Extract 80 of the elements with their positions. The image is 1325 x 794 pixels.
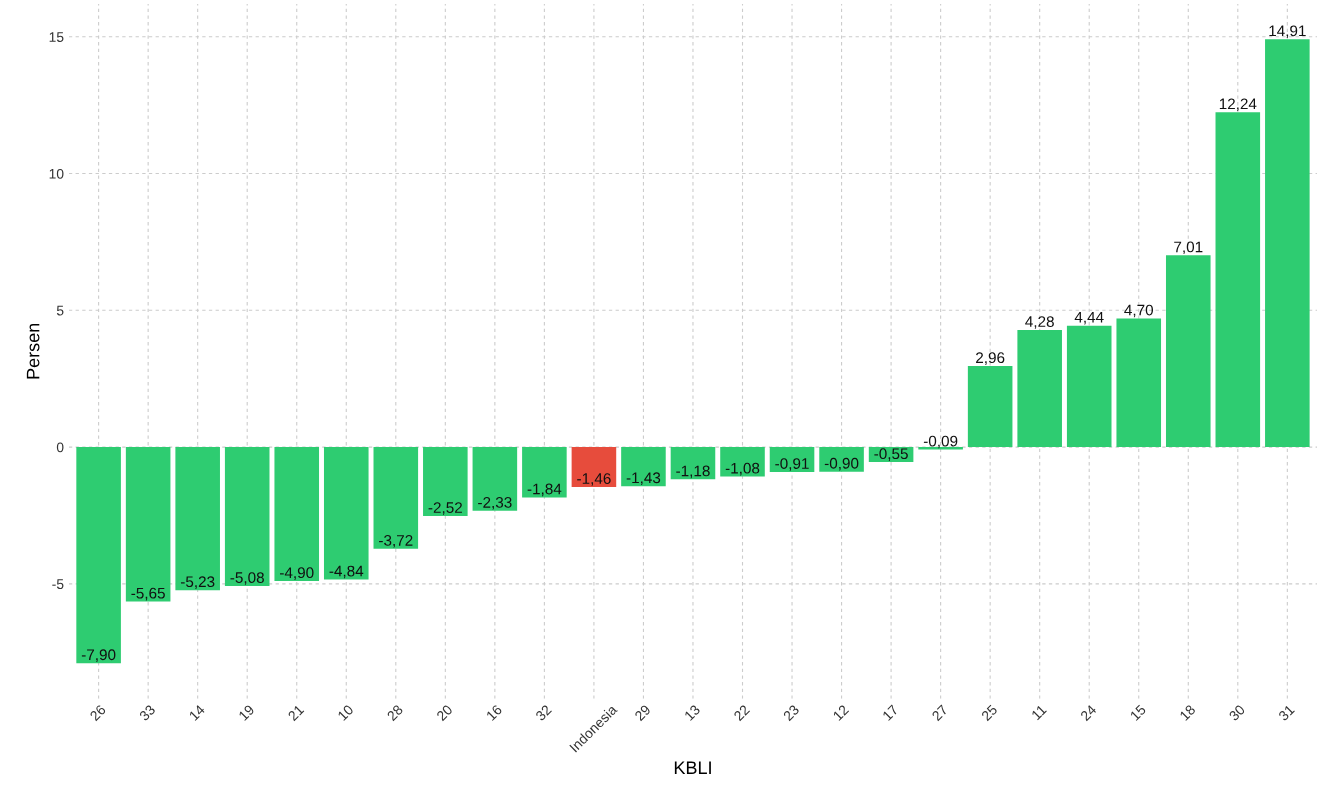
bar xyxy=(373,447,419,549)
data-label: 4,28 xyxy=(1025,316,1054,329)
x-tick-label: 25 xyxy=(980,704,998,722)
data-label: -0,55 xyxy=(874,448,908,461)
data-label: 14,91 xyxy=(1269,25,1306,39)
data-label: 4,70 xyxy=(1124,304,1154,318)
x-tick-label: 30 xyxy=(1228,704,1246,722)
x-tick-label: 20 xyxy=(436,704,454,722)
x-tick-label: 15 xyxy=(1129,704,1147,721)
y-tick-label: 5 xyxy=(56,305,64,316)
x-tick-label: 23 xyxy=(782,704,800,722)
bar xyxy=(670,447,716,480)
bar xyxy=(918,447,963,450)
bar xyxy=(1017,330,1062,448)
bar xyxy=(274,447,320,582)
x-tick-label: 29 xyxy=(634,704,652,722)
x-tick-label: 27 xyxy=(931,704,949,722)
x-tick-label: 18 xyxy=(1179,704,1196,721)
bar xyxy=(571,447,617,488)
y-tick-label: 15 xyxy=(49,32,64,42)
data-label: -1,18 xyxy=(676,465,710,479)
data-label: 4,44 xyxy=(1074,311,1104,325)
data-label: -5,65 xyxy=(131,587,165,601)
data-label: -1,43 xyxy=(626,472,661,485)
x-tick-label: 11 xyxy=(1031,704,1047,721)
data-label: -3,72 xyxy=(379,534,413,548)
bar xyxy=(1066,325,1112,448)
data-label: 7,01 xyxy=(1174,241,1203,255)
y-axis-title: Persen xyxy=(26,323,40,379)
x-tick-label: 26 xyxy=(89,704,107,722)
bar xyxy=(423,447,468,517)
data-label: -4,84 xyxy=(329,565,364,579)
y-tick-label: -5 xyxy=(52,579,64,590)
data-label: -0,91 xyxy=(775,458,809,471)
data-label: -5,08 xyxy=(230,572,264,585)
data-label: -1,08 xyxy=(725,462,760,476)
data-label: 2,96 xyxy=(976,352,1005,365)
x-axis-title: KBLI xyxy=(674,761,711,774)
x-tick-label: 22 xyxy=(733,704,751,722)
data-label: -1,46 xyxy=(577,473,611,486)
y-tick-label: 10 xyxy=(49,168,64,179)
x-tick-label: 24 xyxy=(1079,704,1097,722)
x-tick-label: 13 xyxy=(683,704,701,721)
x-tick-label: 31 xyxy=(1277,704,1295,722)
x-tick-label: 21 xyxy=(287,704,305,722)
x-tick-label: 17 xyxy=(882,704,899,721)
bar xyxy=(522,447,567,498)
bar xyxy=(175,447,220,591)
x-tick-label: 10 xyxy=(337,704,354,721)
bar xyxy=(1265,39,1310,448)
data-label: -2,52 xyxy=(428,502,462,515)
x-tick-label: 28 xyxy=(386,704,404,722)
data-label: 12,24 xyxy=(1219,98,1257,112)
data-label: -7,90 xyxy=(81,649,116,662)
bar xyxy=(224,447,270,587)
y-tick-label: 0 xyxy=(56,442,64,453)
bar xyxy=(769,447,815,472)
bar xyxy=(720,447,765,477)
bar xyxy=(1165,255,1211,448)
data-label: -5,23 xyxy=(180,576,215,589)
x-tick-label: 16 xyxy=(485,704,503,721)
x-tick-label: 14 xyxy=(188,704,206,721)
bar xyxy=(1116,318,1162,448)
bar xyxy=(125,447,171,602)
x-tick-label: 33 xyxy=(138,704,156,722)
data-label: -1,84 xyxy=(527,483,562,497)
bar xyxy=(621,447,666,487)
data-label: -4,90 xyxy=(280,567,314,580)
data-label: -2,33 xyxy=(478,496,512,510)
data-label: -0,90 xyxy=(824,457,859,471)
data-label: -0,09 xyxy=(923,435,958,449)
x-tick-label: 19 xyxy=(238,704,255,721)
x-tick-label: 12 xyxy=(832,704,850,721)
bar xyxy=(323,447,369,580)
x-tick-label: 32 xyxy=(534,704,552,722)
bar xyxy=(76,447,121,664)
bar xyxy=(1215,112,1261,448)
bar xyxy=(819,447,864,472)
bar xyxy=(967,366,1013,448)
bar xyxy=(472,447,518,511)
